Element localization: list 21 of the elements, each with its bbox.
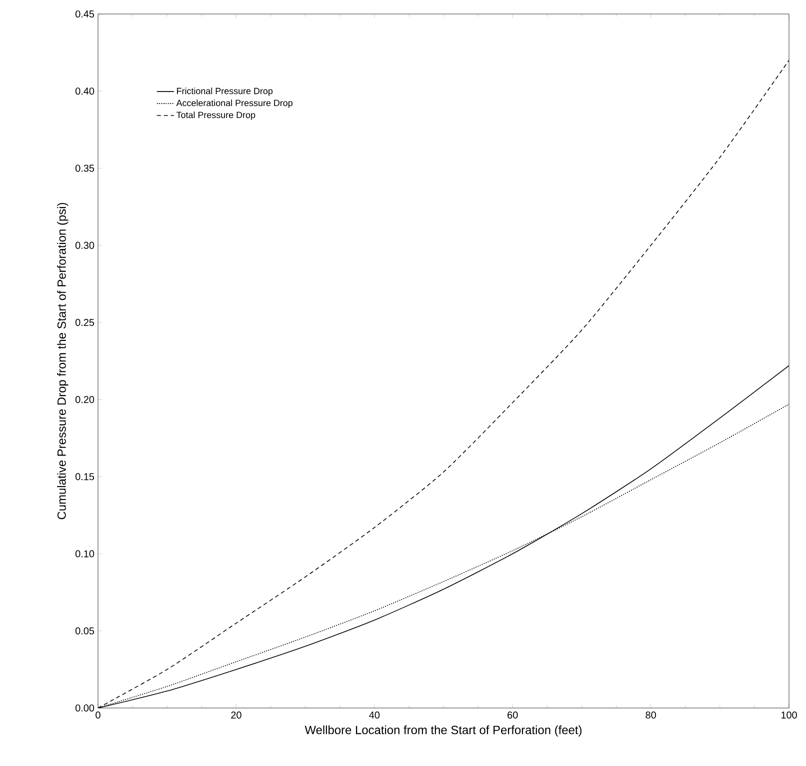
x-tick-label: 20 bbox=[231, 712, 242, 719]
y-tick-label: 0.00 bbox=[75, 704, 94, 712]
y-tick-label: 0.40 bbox=[75, 88, 94, 95]
y-tick-label: 0.30 bbox=[75, 242, 94, 249]
y-tick-label: 0.05 bbox=[75, 627, 94, 634]
y-tick-label: 0.20 bbox=[75, 396, 94, 404]
legend-label: Total Pressure Drop bbox=[176, 112, 256, 120]
y-tick-label: 0.25 bbox=[75, 318, 94, 326]
x-tick-label: 40 bbox=[369, 712, 380, 719]
y-tick-label: 0.15 bbox=[75, 473, 94, 480]
x-tick-label: 100 bbox=[781, 712, 797, 719]
y-axis-title: Cumulative Pressure Drop from the Start of Perforation (psi) bbox=[57, 202, 68, 520]
y-tick-label: 0.35 bbox=[75, 164, 94, 172]
legend-label: Accelerational Pressure Drop bbox=[176, 100, 292, 108]
y-tick-label: 0.45 bbox=[75, 10, 94, 18]
x-axis-title: Wellbore Location from the Start of Perforation (feet) bbox=[304, 725, 582, 737]
x-tick-label: 80 bbox=[646, 712, 656, 719]
legend-label: Frictional Pressure Drop bbox=[177, 88, 273, 96]
x-tick-label: 60 bbox=[508, 712, 518, 719]
x-tick-label: 0 bbox=[96, 712, 100, 719]
y-tick-label: 0.10 bbox=[75, 550, 94, 558]
